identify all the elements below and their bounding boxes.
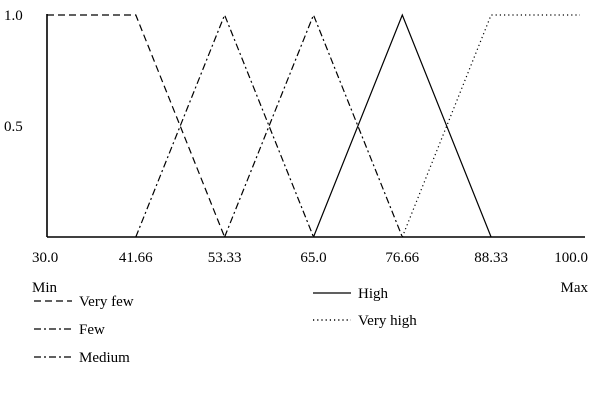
series-line-high xyxy=(312,13,492,238)
legend-label: Medium xyxy=(79,350,130,366)
legend-item: Very high xyxy=(313,313,417,329)
legend-label: Few xyxy=(79,322,105,338)
x-tick-label: 100.0 xyxy=(554,250,588,266)
x-tick-label: 76.66 xyxy=(385,250,419,266)
series-line-very-few xyxy=(47,14,226,238)
series-line-medium xyxy=(224,13,403,238)
series-line-very-high xyxy=(401,14,580,238)
legend-label: High xyxy=(358,286,389,302)
x-tick-label: 65.0 xyxy=(300,250,326,266)
y-tick-labels: 0.5 1.0 xyxy=(4,8,23,135)
series-layer xyxy=(47,13,580,238)
legend-item: Medium xyxy=(34,350,130,366)
y-tick-label: 0.5 xyxy=(4,119,23,135)
axes xyxy=(46,14,585,238)
axis-max-label: Max xyxy=(561,280,589,296)
x-tick-label: 30.0 xyxy=(32,250,58,266)
x-tick-label: 53.33 xyxy=(208,250,242,266)
legend: Very few Few Medium High Very high xyxy=(34,286,417,366)
legend-item: High xyxy=(313,286,389,302)
x-tick-label: 41.66 xyxy=(119,250,153,266)
y-tick-label: 1.0 xyxy=(4,8,23,24)
x-tick-labels: 30.0 41.66 53.33 65.0 76.66 88.33 100.0 xyxy=(32,250,588,266)
axis-min-label: Min xyxy=(32,280,58,296)
legend-label: Very high xyxy=(358,313,417,329)
x-tick-label: 88.33 xyxy=(474,250,508,266)
legend-item: Very few xyxy=(34,294,134,310)
legend-label: Very few xyxy=(79,294,134,310)
series-line-few xyxy=(135,13,315,238)
legend-item: Few xyxy=(34,322,105,338)
